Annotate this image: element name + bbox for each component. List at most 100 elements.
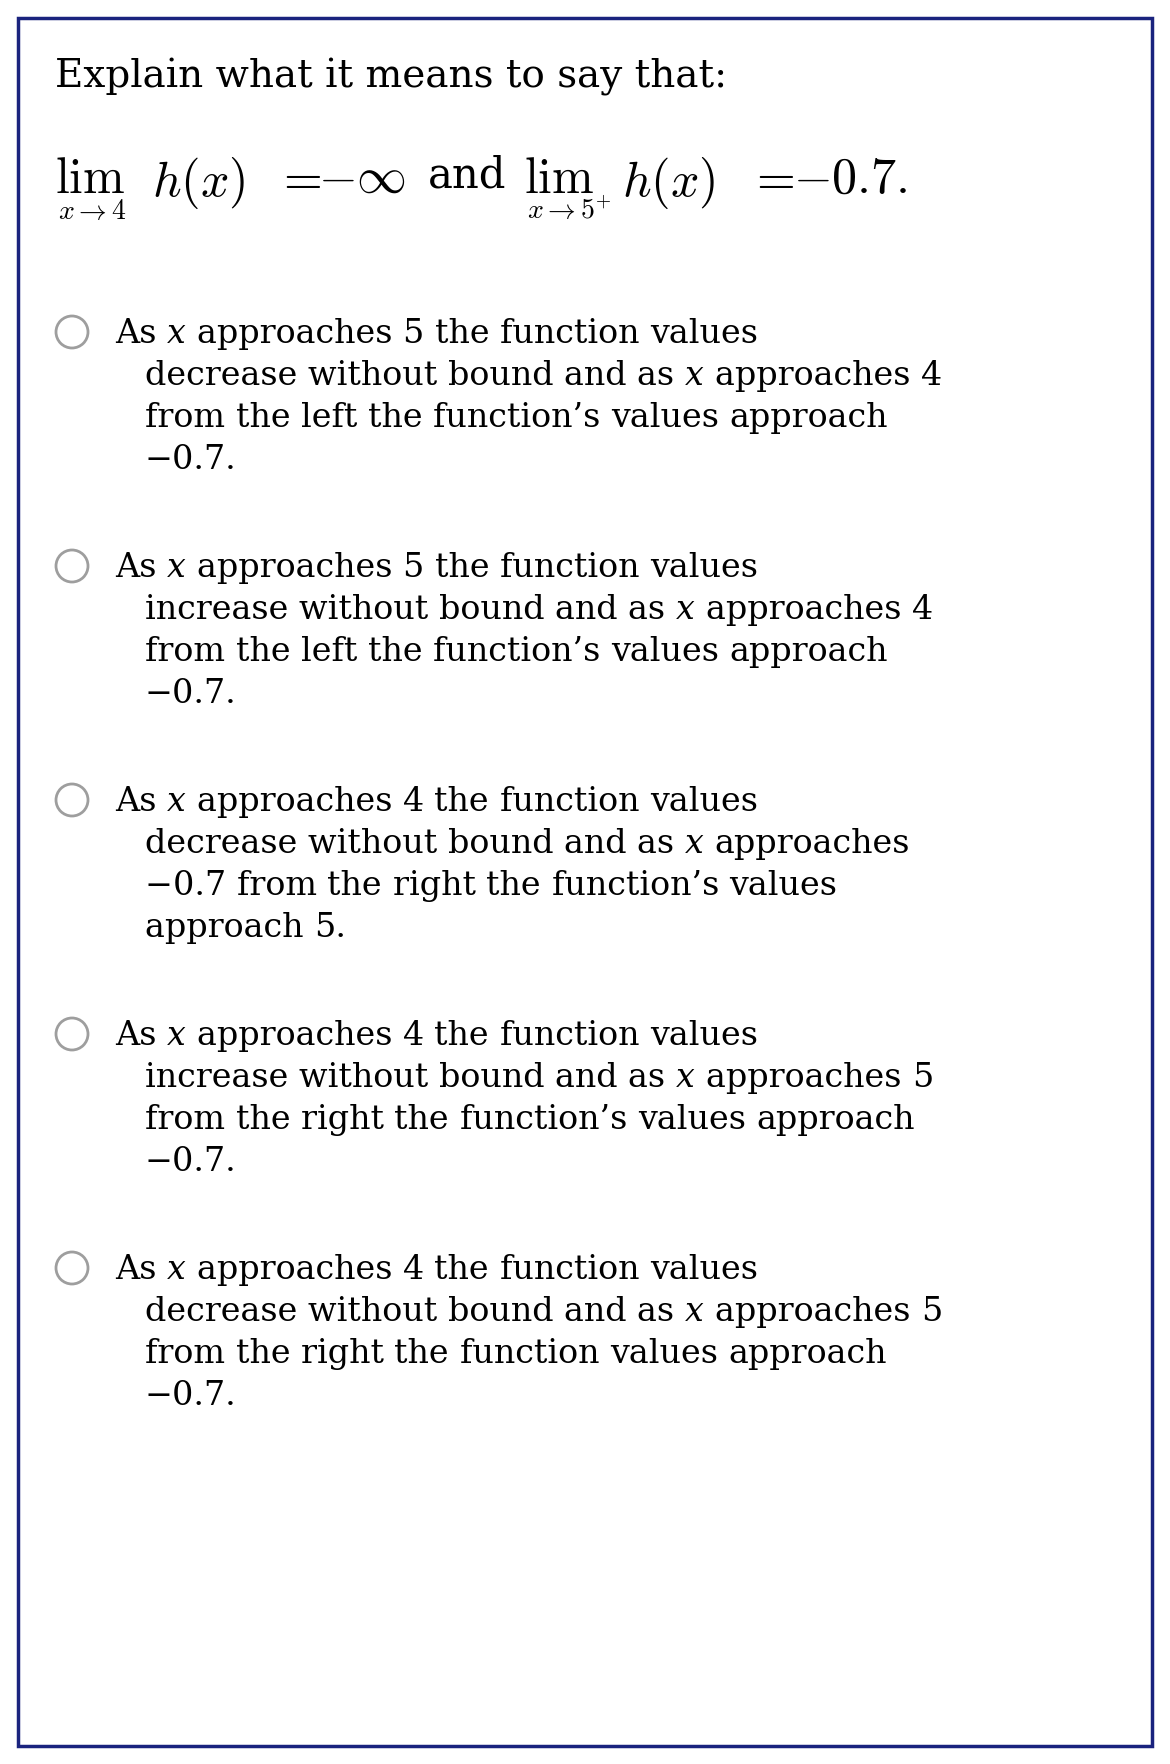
Text: approach: approach — [729, 1339, 887, 1371]
FancyBboxPatch shape — [18, 18, 1152, 1746]
Text: increase: increase — [145, 1062, 300, 1094]
Circle shape — [56, 1252, 88, 1284]
Text: approaches: approaches — [197, 787, 402, 818]
Text: the: the — [434, 787, 500, 818]
Text: approaches: approaches — [715, 827, 910, 861]
Text: function’s: function’s — [433, 402, 611, 434]
Text: values: values — [730, 870, 838, 901]
Text: approach: approach — [730, 637, 888, 669]
Text: function: function — [500, 1254, 649, 1286]
Text: without: without — [308, 1297, 448, 1328]
Text: x: x — [686, 360, 715, 392]
Text: x: x — [167, 318, 197, 349]
Text: $h(x)$: $h(x)$ — [152, 155, 246, 212]
Text: approach: approach — [145, 912, 314, 944]
Text: x: x — [676, 1062, 706, 1094]
Text: As: As — [115, 552, 167, 584]
Text: the: the — [235, 637, 301, 669]
Text: $\lim$: $\lim$ — [524, 155, 594, 203]
Text: the: the — [328, 870, 393, 901]
Text: x: x — [167, 787, 197, 818]
Text: $\lim$: $\lim$ — [55, 155, 125, 203]
Text: as: as — [628, 594, 676, 626]
Text: function: function — [500, 318, 651, 349]
Text: the: the — [435, 552, 500, 584]
Text: function’s: function’s — [460, 1104, 638, 1136]
Text: function’s: function’s — [433, 637, 611, 669]
Text: As: As — [115, 1020, 167, 1051]
Text: the: the — [235, 402, 301, 434]
Text: x: x — [676, 594, 706, 626]
Text: approach: approach — [756, 1104, 915, 1136]
Text: 4: 4 — [402, 1254, 434, 1286]
Text: −0.7.: −0.7. — [145, 677, 236, 709]
Text: without: without — [308, 827, 448, 861]
Text: the: the — [487, 870, 551, 901]
Text: without: without — [300, 1062, 439, 1094]
Text: and: and — [564, 827, 638, 861]
Text: $-\infty$: $-\infty$ — [318, 155, 406, 203]
Text: without: without — [308, 360, 448, 392]
Text: function’s: function’s — [551, 870, 730, 901]
Text: values: values — [610, 1339, 729, 1371]
Text: function: function — [500, 552, 651, 584]
Text: $h(x)$: $h(x)$ — [622, 155, 715, 212]
Text: approaches: approaches — [197, 1254, 402, 1286]
Text: function: function — [500, 1020, 649, 1051]
Text: the: the — [367, 402, 433, 434]
Text: bound: bound — [448, 1297, 564, 1328]
Text: left: left — [301, 637, 367, 669]
Text: approaches: approaches — [197, 1020, 402, 1051]
Text: right: right — [301, 1104, 394, 1136]
Text: the: the — [367, 637, 433, 669]
Text: and: and — [564, 1297, 638, 1328]
Text: approaches: approaches — [706, 1062, 911, 1094]
Text: 5: 5 — [402, 318, 435, 349]
Text: decrease: decrease — [145, 360, 308, 392]
Text: decrease: decrease — [145, 1297, 308, 1328]
Text: approaches: approaches — [715, 1297, 921, 1328]
Text: approaches: approaches — [197, 318, 402, 349]
Text: values: values — [651, 318, 758, 349]
Text: 4: 4 — [402, 1020, 434, 1051]
Text: the: the — [394, 1339, 460, 1371]
Text: values: values — [649, 1254, 758, 1286]
Text: Explain what it means to say that:: Explain what it means to say that: — [55, 58, 727, 95]
Text: approaches: approaches — [706, 594, 911, 626]
Text: and: and — [555, 594, 628, 626]
Text: $=$: $=$ — [748, 155, 794, 203]
Text: values: values — [611, 402, 730, 434]
Text: bound: bound — [439, 594, 555, 626]
Text: values: values — [649, 787, 758, 818]
Text: bound: bound — [448, 360, 564, 392]
Text: −0.7.: −0.7. — [145, 1147, 236, 1178]
Text: function: function — [460, 1339, 610, 1371]
Text: the: the — [435, 318, 500, 349]
Text: −0.7: −0.7 — [145, 870, 236, 901]
Text: −0.7.: −0.7. — [145, 445, 236, 476]
Text: right: right — [393, 870, 487, 901]
Text: values: values — [611, 637, 730, 669]
Text: as: as — [638, 360, 686, 392]
Text: As: As — [115, 1254, 167, 1286]
Text: left: left — [301, 402, 367, 434]
Text: the: the — [235, 1339, 301, 1371]
Text: x: x — [167, 1254, 197, 1286]
Text: approaches: approaches — [715, 360, 921, 392]
Text: 4: 4 — [402, 787, 434, 818]
Text: the: the — [434, 1254, 500, 1286]
Text: as: as — [628, 1062, 676, 1094]
Text: from: from — [145, 402, 235, 434]
Text: without: without — [300, 594, 439, 626]
Text: $x \rightarrow 5^{+}$: $x \rightarrow 5^{+}$ — [526, 198, 612, 226]
Text: from: from — [145, 637, 235, 669]
Text: from: from — [145, 1104, 235, 1136]
Text: 4: 4 — [911, 594, 932, 626]
Text: as: as — [638, 827, 686, 861]
Text: 5: 5 — [921, 1297, 942, 1328]
Text: function: function — [500, 787, 649, 818]
Text: increase: increase — [145, 594, 300, 626]
Text: and: and — [555, 1062, 628, 1094]
Circle shape — [56, 783, 88, 817]
Circle shape — [56, 316, 88, 348]
